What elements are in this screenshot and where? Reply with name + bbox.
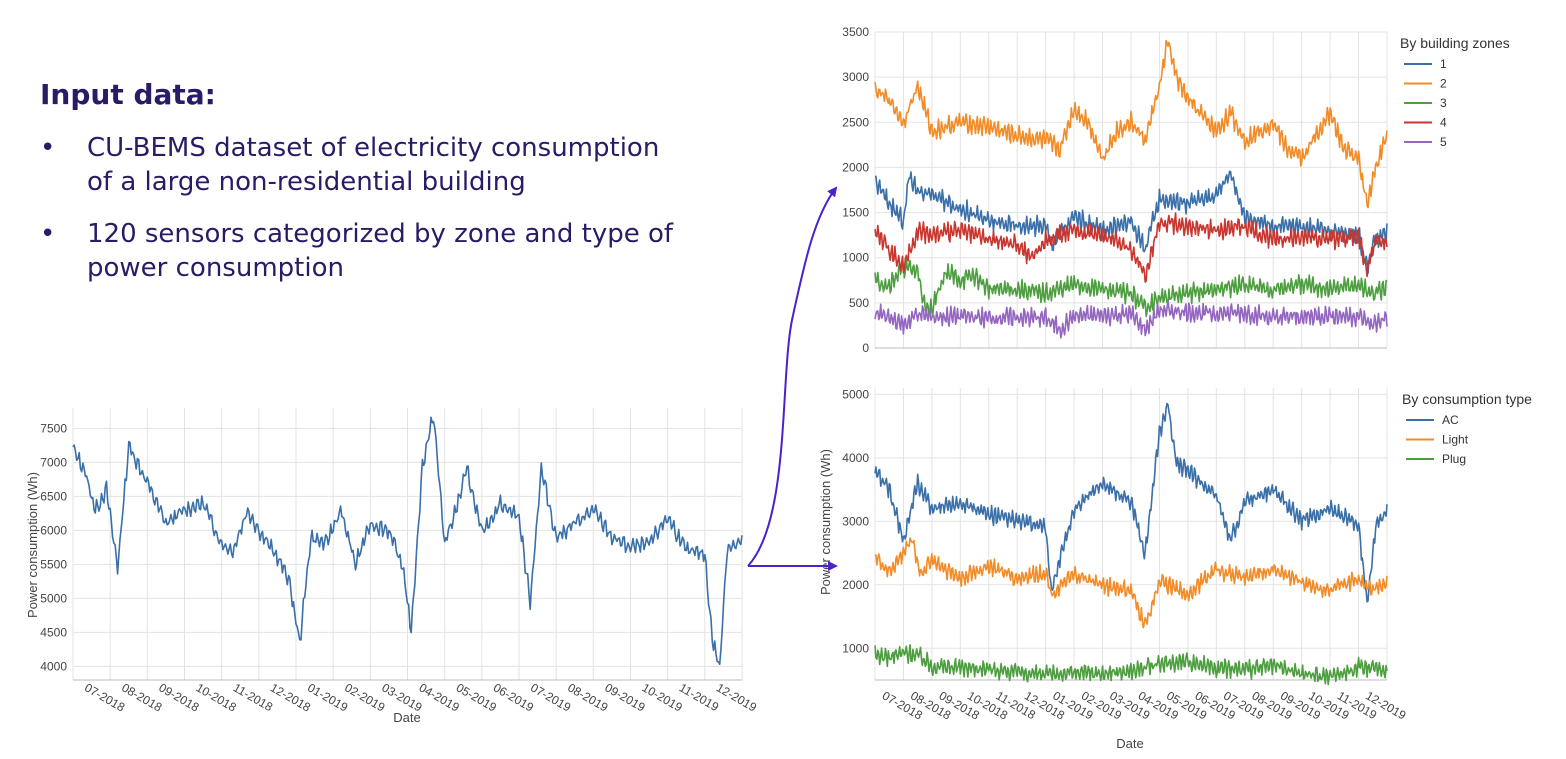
legend-label: Plug bbox=[1442, 452, 1466, 466]
y-tick-label: 4000 bbox=[842, 451, 869, 465]
x-tick-label: 10-2018 bbox=[194, 680, 239, 714]
bullet-line: of a large non-residential building bbox=[87, 167, 526, 197]
x-axis-title: Date bbox=[1116, 736, 1143, 751]
legend-label: AC bbox=[1442, 413, 1459, 427]
y-axis-title: Power consumption (Wh) bbox=[818, 449, 833, 595]
legend-label: 3 bbox=[1440, 96, 1447, 110]
legend-label: 1 bbox=[1440, 57, 1447, 71]
y-tick-label: 4000 bbox=[40, 659, 67, 673]
x-tick-label: 11-2019 bbox=[677, 680, 722, 714]
x-tick-label: 12-2019 bbox=[714, 680, 759, 714]
connector-arrows bbox=[747, 186, 838, 571]
series-line-4 bbox=[874, 212, 1388, 283]
intro-title: Input data: bbox=[40, 78, 216, 111]
y-tick-label: 5000 bbox=[40, 591, 67, 605]
y-tick-label: 3000 bbox=[842, 70, 869, 84]
y-tick-label: 4500 bbox=[40, 625, 67, 639]
x-tick-label: 04-2019 bbox=[417, 680, 462, 714]
zones-consumption-chart: 0 500 1000 1500 2000 2500 3000 3500 By building … bbox=[842, 25, 1509, 355]
legend-label: 4 bbox=[1440, 116, 1447, 130]
y-tick-label: 6000 bbox=[40, 523, 67, 537]
y-tick-label: 7000 bbox=[40, 455, 67, 469]
bullet-line: CU-BEMS dataset of electricity consumpti… bbox=[87, 133, 660, 163]
y-tick-label: 5500 bbox=[40, 557, 67, 571]
bullet-marker: • bbox=[40, 133, 56, 163]
series-line-light bbox=[874, 537, 1388, 629]
arrow-to-zones-chart bbox=[747, 186, 838, 567]
bullet-marker: • bbox=[40, 219, 56, 249]
y-tick-label: 3500 bbox=[842, 25, 869, 39]
y-tick-label: 500 bbox=[849, 296, 869, 310]
y-tick-label: 2000 bbox=[842, 578, 869, 592]
y-tick-label: 3000 bbox=[842, 514, 869, 528]
x-tick-label: 10-2019 bbox=[640, 680, 685, 714]
y-tick-label: 0 bbox=[862, 341, 869, 355]
y-tick-label: 1000 bbox=[842, 641, 869, 655]
series-line-total bbox=[72, 416, 743, 666]
series-line-ac bbox=[874, 402, 1388, 603]
y-tick-label: 5000 bbox=[842, 387, 869, 401]
x-tick-label: 11-2018 bbox=[231, 680, 276, 714]
x-tick-label: 06-2019 bbox=[491, 680, 536, 714]
x-tick-label: 07-2019 bbox=[528, 680, 573, 714]
x-tick-label: 08-2019 bbox=[565, 680, 610, 714]
y-tick-label: 1000 bbox=[842, 251, 869, 265]
x-tick-label: 09-2019 bbox=[602, 680, 647, 714]
x-tick-label: 08-2018 bbox=[119, 680, 164, 714]
y-tick-label: 7500 bbox=[40, 421, 67, 435]
x-tick-label: 09-2018 bbox=[156, 680, 201, 714]
y-tick-label: 2000 bbox=[842, 160, 869, 174]
series-line-1 bbox=[875, 170, 1388, 275]
x-tick-label: 01-2019 bbox=[305, 680, 350, 714]
series-line-plug bbox=[874, 643, 1388, 686]
total-consumption-chart: 4000450050005500600065007000750007-20180… bbox=[25, 408, 759, 725]
series-line-3 bbox=[874, 257, 1388, 318]
y-axis-title: Power consumption (Wh) bbox=[25, 472, 40, 618]
bullet-text: CU-BEMS dataset of electricity consumpti… bbox=[87, 131, 687, 199]
legend-label: 5 bbox=[1440, 135, 1447, 149]
legend-title: By building zones bbox=[1400, 35, 1510, 51]
y-tick-label: 6500 bbox=[40, 489, 67, 503]
x-tick-label: 07-2018 bbox=[82, 680, 127, 714]
x-tick-label: 05-2019 bbox=[454, 680, 499, 714]
legend-title: By consumption type bbox=[1402, 391, 1532, 407]
series-line-5 bbox=[874, 300, 1388, 339]
x-tick-label: 12-2018 bbox=[268, 680, 313, 714]
legend-label: Light bbox=[1442, 433, 1469, 447]
series-line-2 bbox=[874, 39, 1388, 209]
x-axis-title: Date bbox=[393, 710, 420, 725]
types-consumption-chart: 1000200030004000500007-201808-201809-201… bbox=[818, 387, 1532, 751]
legend-label: 2 bbox=[1440, 77, 1447, 91]
bullet-text: 120 sensors categorized by zone and type… bbox=[87, 217, 687, 285]
y-tick-label: 1500 bbox=[842, 206, 869, 220]
y-tick-label: 2500 bbox=[842, 115, 869, 129]
x-tick-label: 02-2019 bbox=[342, 680, 387, 714]
bullet-line: power consumption bbox=[87, 253, 344, 283]
bullet-line: 120 sensors categorized by zone and type… bbox=[87, 219, 674, 249]
